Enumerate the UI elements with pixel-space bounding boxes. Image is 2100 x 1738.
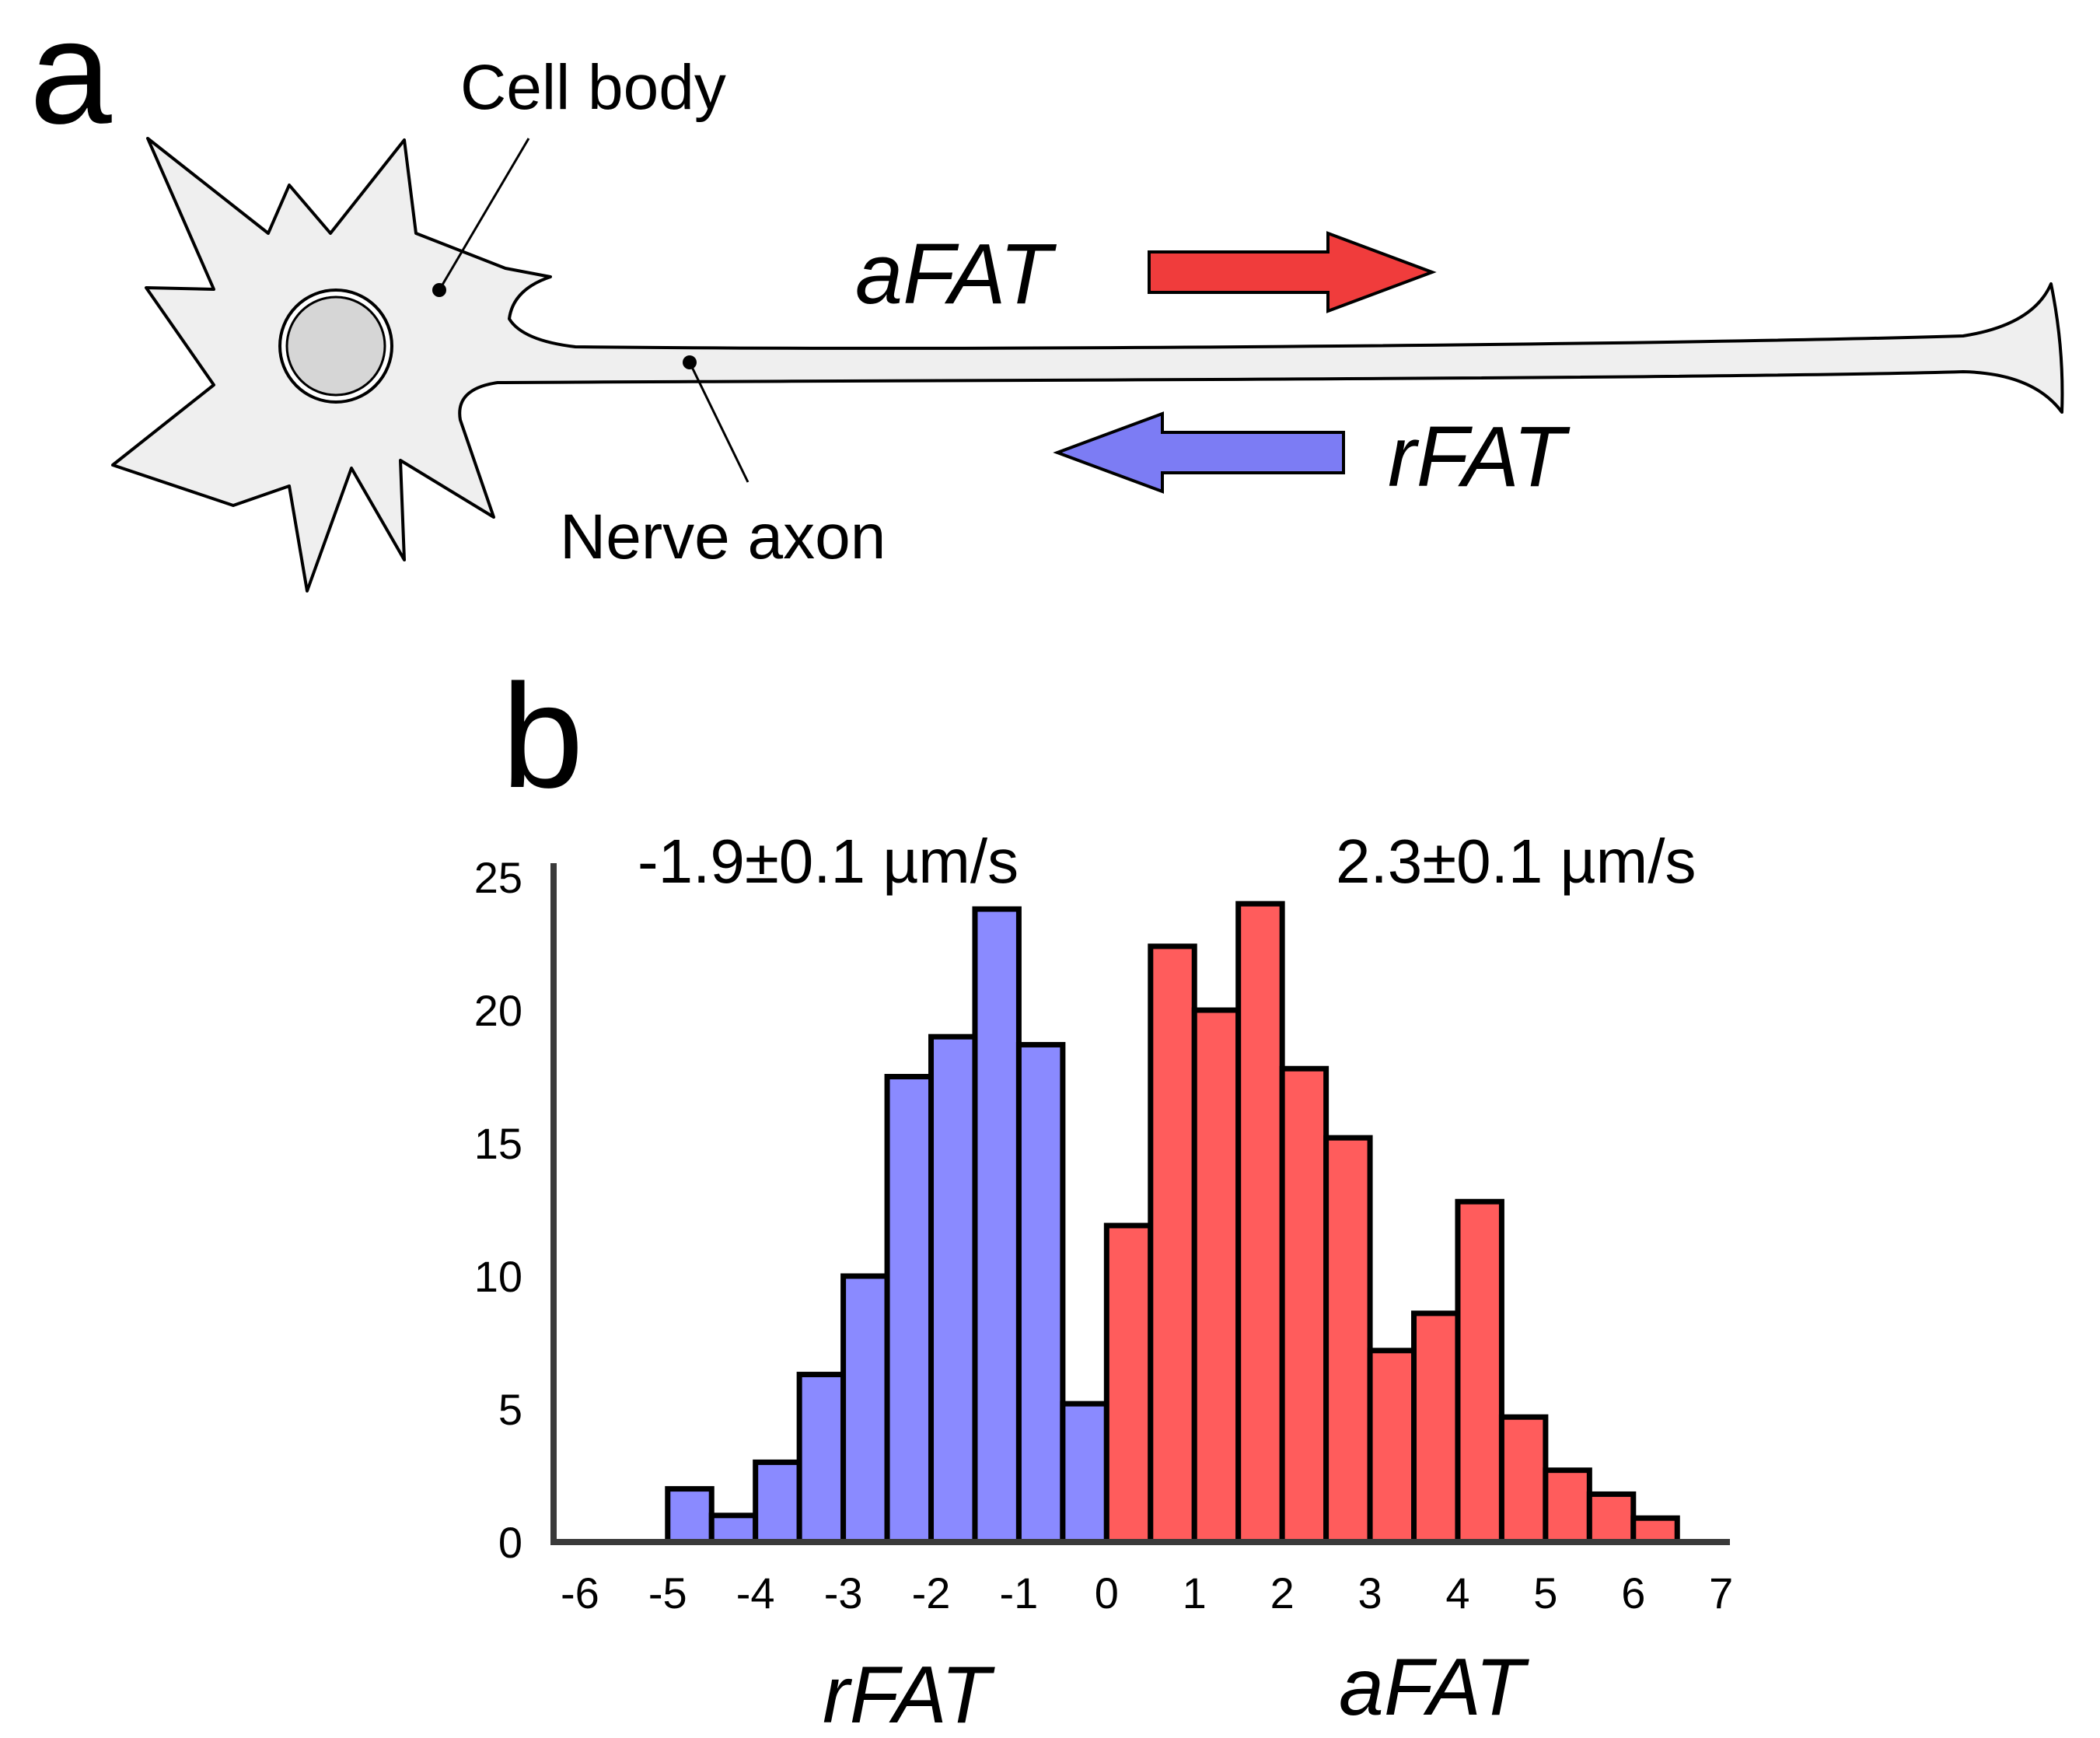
- afat-mean-annotation: 2.3±0.1 µm/s: [1336, 827, 1696, 896]
- x-tick-label: -3: [824, 1568, 863, 1617]
- x-tick-label: 5: [1533, 1568, 1557, 1617]
- afat-arrow: [1148, 231, 1437, 313]
- rfat-mean-annotation: -1.9±0.1 µm/s: [638, 827, 1019, 896]
- y-tick-label: 5: [498, 1385, 522, 1434]
- afat-histogram-bar: [1543, 1467, 1592, 1545]
- afat-histogram-bar: [1235, 900, 1285, 1545]
- rfat-histogram-bar: [928, 1033, 978, 1545]
- y-axis-tick-labels: 0 5 10 15 20 25: [474, 853, 522, 1567]
- x-axis-tick-labels: -6 -5 -4 -3 -2 -1 0 1 2 3 4 5 6 7: [561, 1568, 1733, 1617]
- afat-histogram-bar: [1411, 1310, 1461, 1545]
- afat-histogram-bar: [1323, 1135, 1373, 1545]
- afat-histogram-bar: [1103, 1222, 1154, 1545]
- x-tick-label: 2: [1270, 1568, 1295, 1617]
- rfat-label: rFAT: [1388, 409, 1571, 505]
- afat-label: aFAT: [855, 226, 1057, 322]
- afat-histogram-bar: [1586, 1491, 1637, 1545]
- panel-b-letter: b: [501, 654, 584, 819]
- x-tick-label: 3: [1357, 1568, 1382, 1617]
- rfat-histogram-bar: [884, 1074, 935, 1545]
- x-tick-label: 7: [1709, 1568, 1733, 1617]
- afat-axis-caption: aFAT: [1339, 1642, 1529, 1733]
- y-tick-label: 15: [474, 1119, 522, 1168]
- x-tick-label: 1: [1183, 1568, 1207, 1617]
- nerve-axon-label: Nerve axon: [560, 502, 886, 572]
- afat-histogram-bar: [1630, 1515, 1680, 1545]
- y-tick-label: 10: [474, 1252, 522, 1301]
- afat-histogram-bar: [1455, 1198, 1504, 1545]
- x-tick-label: -4: [736, 1568, 775, 1617]
- rfat-histogram-bar: [1015, 1041, 1066, 1545]
- rfat-axis-caption: rFAT: [823, 1650, 995, 1738]
- histogram-bars: [665, 900, 1680, 1545]
- rfat-histogram-bar: [840, 1273, 890, 1545]
- panel-b-histogram: b -1.9±0.1 µm/s 2.3±0.1 µm/s 0510152025 …: [474, 654, 1734, 1738]
- x-tick-label: 4: [1445, 1568, 1469, 1617]
- y-tick-label: 20: [474, 986, 522, 1035]
- cell-body-label: Cell body: [460, 52, 726, 123]
- x-tick-label: -6: [561, 1568, 599, 1617]
- neuron-outline: [111, 137, 2064, 593]
- panel-a-letter: a: [30, 0, 112, 155]
- afat-histogram-bar: [1148, 943, 1197, 1545]
- afat-histogram-bar: [1191, 1007, 1242, 1545]
- afat-histogram-bar: [1498, 1414, 1549, 1545]
- nerve-axon-leader-line: [688, 362, 750, 483]
- rfat-histogram-bar: [665, 1486, 715, 1545]
- afat-histogram-bar: [1367, 1348, 1417, 1545]
- x-tick-label: 6: [1621, 1568, 1645, 1617]
- y-tick-label: 25: [474, 853, 522, 902]
- rfat-histogram-bar: [972, 906, 1022, 1545]
- afat-histogram-bar: [1279, 1065, 1330, 1545]
- y-tick-label: 0: [498, 1518, 522, 1567]
- rfat-histogram-bar: [708, 1512, 759, 1545]
- rfat-histogram-bar: [796, 1372, 847, 1545]
- rfat-histogram-bar: [753, 1459, 802, 1545]
- cell-body-leader-line: [438, 138, 530, 291]
- rfat-histogram-bar: [1060, 1401, 1109, 1545]
- rfat-arrow: [1053, 411, 1345, 494]
- x-tick-label: -1: [1000, 1568, 1039, 1617]
- nucleus: [285, 295, 386, 397]
- panel-a-neuron-diagram: a Cell body Nerve axon aFAT rFAT: [30, 0, 2064, 593]
- x-tick-label: 0: [1095, 1568, 1119, 1617]
- x-tick-label: -5: [648, 1568, 687, 1617]
- x-tick-label: -2: [912, 1568, 951, 1617]
